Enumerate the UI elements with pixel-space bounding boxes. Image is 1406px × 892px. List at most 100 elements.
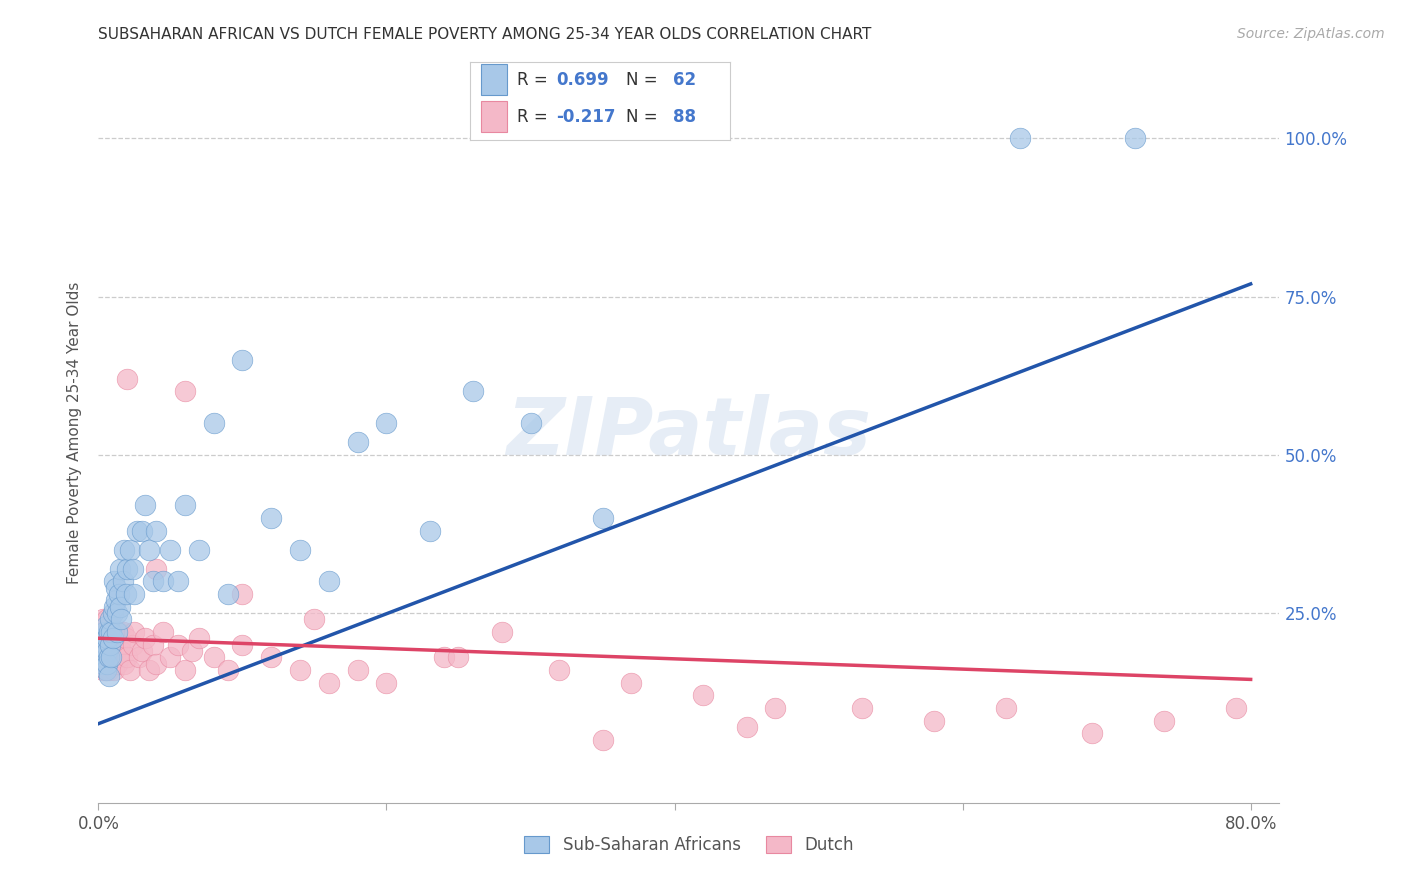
Point — [166, 638, 188, 652]
Point — [318, 574, 340, 589]
Point — [1010, 131, 1032, 145]
Point — [763, 701, 786, 715]
Point — [94, 624, 117, 639]
Point — [91, 657, 114, 671]
Point — [346, 663, 368, 677]
Point — [181, 644, 204, 658]
Point — [375, 416, 398, 430]
Point — [107, 650, 129, 665]
Point — [108, 599, 131, 614]
Point — [100, 632, 122, 646]
Point — [202, 416, 225, 430]
Point — [433, 650, 456, 665]
Point — [100, 657, 122, 671]
Point — [994, 701, 1017, 715]
Point — [98, 650, 121, 665]
Point — [217, 587, 239, 601]
Point — [97, 624, 120, 639]
Point — [922, 714, 945, 728]
Point — [202, 650, 225, 665]
Point — [114, 587, 136, 601]
Point — [231, 638, 253, 652]
Point — [103, 663, 125, 677]
Point — [375, 675, 398, 690]
Point — [94, 663, 117, 677]
Point — [122, 562, 145, 576]
Point — [105, 606, 128, 620]
Point — [592, 732, 614, 747]
Point — [97, 669, 120, 683]
Point — [735, 720, 758, 734]
Point — [152, 574, 174, 589]
Point — [115, 372, 138, 386]
Point — [173, 663, 195, 677]
Point — [419, 524, 441, 538]
Point — [159, 650, 181, 665]
Point — [111, 574, 134, 589]
Point — [159, 542, 181, 557]
Point — [173, 384, 195, 399]
Point — [97, 632, 120, 646]
Point — [97, 650, 120, 665]
Point — [97, 624, 120, 639]
Point — [94, 644, 117, 658]
Point — [1153, 714, 1175, 728]
Point — [103, 574, 125, 589]
Point — [304, 612, 326, 626]
Point — [142, 638, 165, 652]
Point — [217, 663, 239, 677]
Point — [105, 632, 128, 646]
Point — [620, 675, 643, 690]
Point — [110, 644, 132, 658]
Point — [97, 644, 120, 658]
Point — [91, 632, 114, 646]
Point — [346, 435, 368, 450]
Point — [145, 562, 167, 576]
Point — [100, 650, 122, 665]
Point — [112, 542, 135, 557]
Point — [173, 499, 195, 513]
Point — [98, 618, 121, 632]
Point — [93, 624, 115, 639]
Point — [107, 624, 129, 639]
Point — [124, 587, 146, 601]
Point — [461, 384, 484, 399]
Point — [94, 638, 117, 652]
Point — [114, 632, 136, 646]
Point — [120, 663, 142, 677]
Point — [94, 618, 117, 632]
Point — [260, 511, 283, 525]
Point — [231, 587, 253, 601]
Y-axis label: Female Poverty Among 25-34 Year Olds: Female Poverty Among 25-34 Year Olds — [66, 282, 82, 583]
Point — [93, 650, 115, 665]
Point — [692, 688, 714, 702]
Point — [97, 663, 120, 677]
Point — [112, 657, 135, 671]
Point — [100, 624, 122, 639]
Point — [188, 542, 211, 557]
Point — [447, 650, 470, 665]
Point — [491, 624, 513, 639]
Point — [94, 663, 117, 677]
Point — [231, 352, 253, 367]
Text: SUBSAHARAN AFRICAN VS DUTCH FEMALE POVERTY AMONG 25-34 YEAR OLDS CORRELATION CHA: SUBSAHARAN AFRICAN VS DUTCH FEMALE POVER… — [98, 27, 872, 42]
Point — [145, 524, 167, 538]
Point — [90, 638, 112, 652]
Point — [96, 657, 118, 671]
Point — [131, 644, 153, 658]
Point — [91, 632, 114, 646]
Point — [96, 638, 118, 652]
Point — [288, 542, 311, 557]
Point — [548, 663, 571, 677]
Point — [91, 650, 114, 665]
Point — [110, 612, 132, 626]
Point — [152, 624, 174, 639]
Point — [98, 638, 121, 652]
Point — [104, 581, 127, 595]
Point — [124, 624, 146, 639]
Point — [98, 638, 121, 652]
Point — [98, 612, 121, 626]
Point — [138, 542, 160, 557]
Legend: Sub-Saharan Africans, Dutch: Sub-Saharan Africans, Dutch — [517, 830, 860, 861]
Point — [103, 599, 125, 614]
